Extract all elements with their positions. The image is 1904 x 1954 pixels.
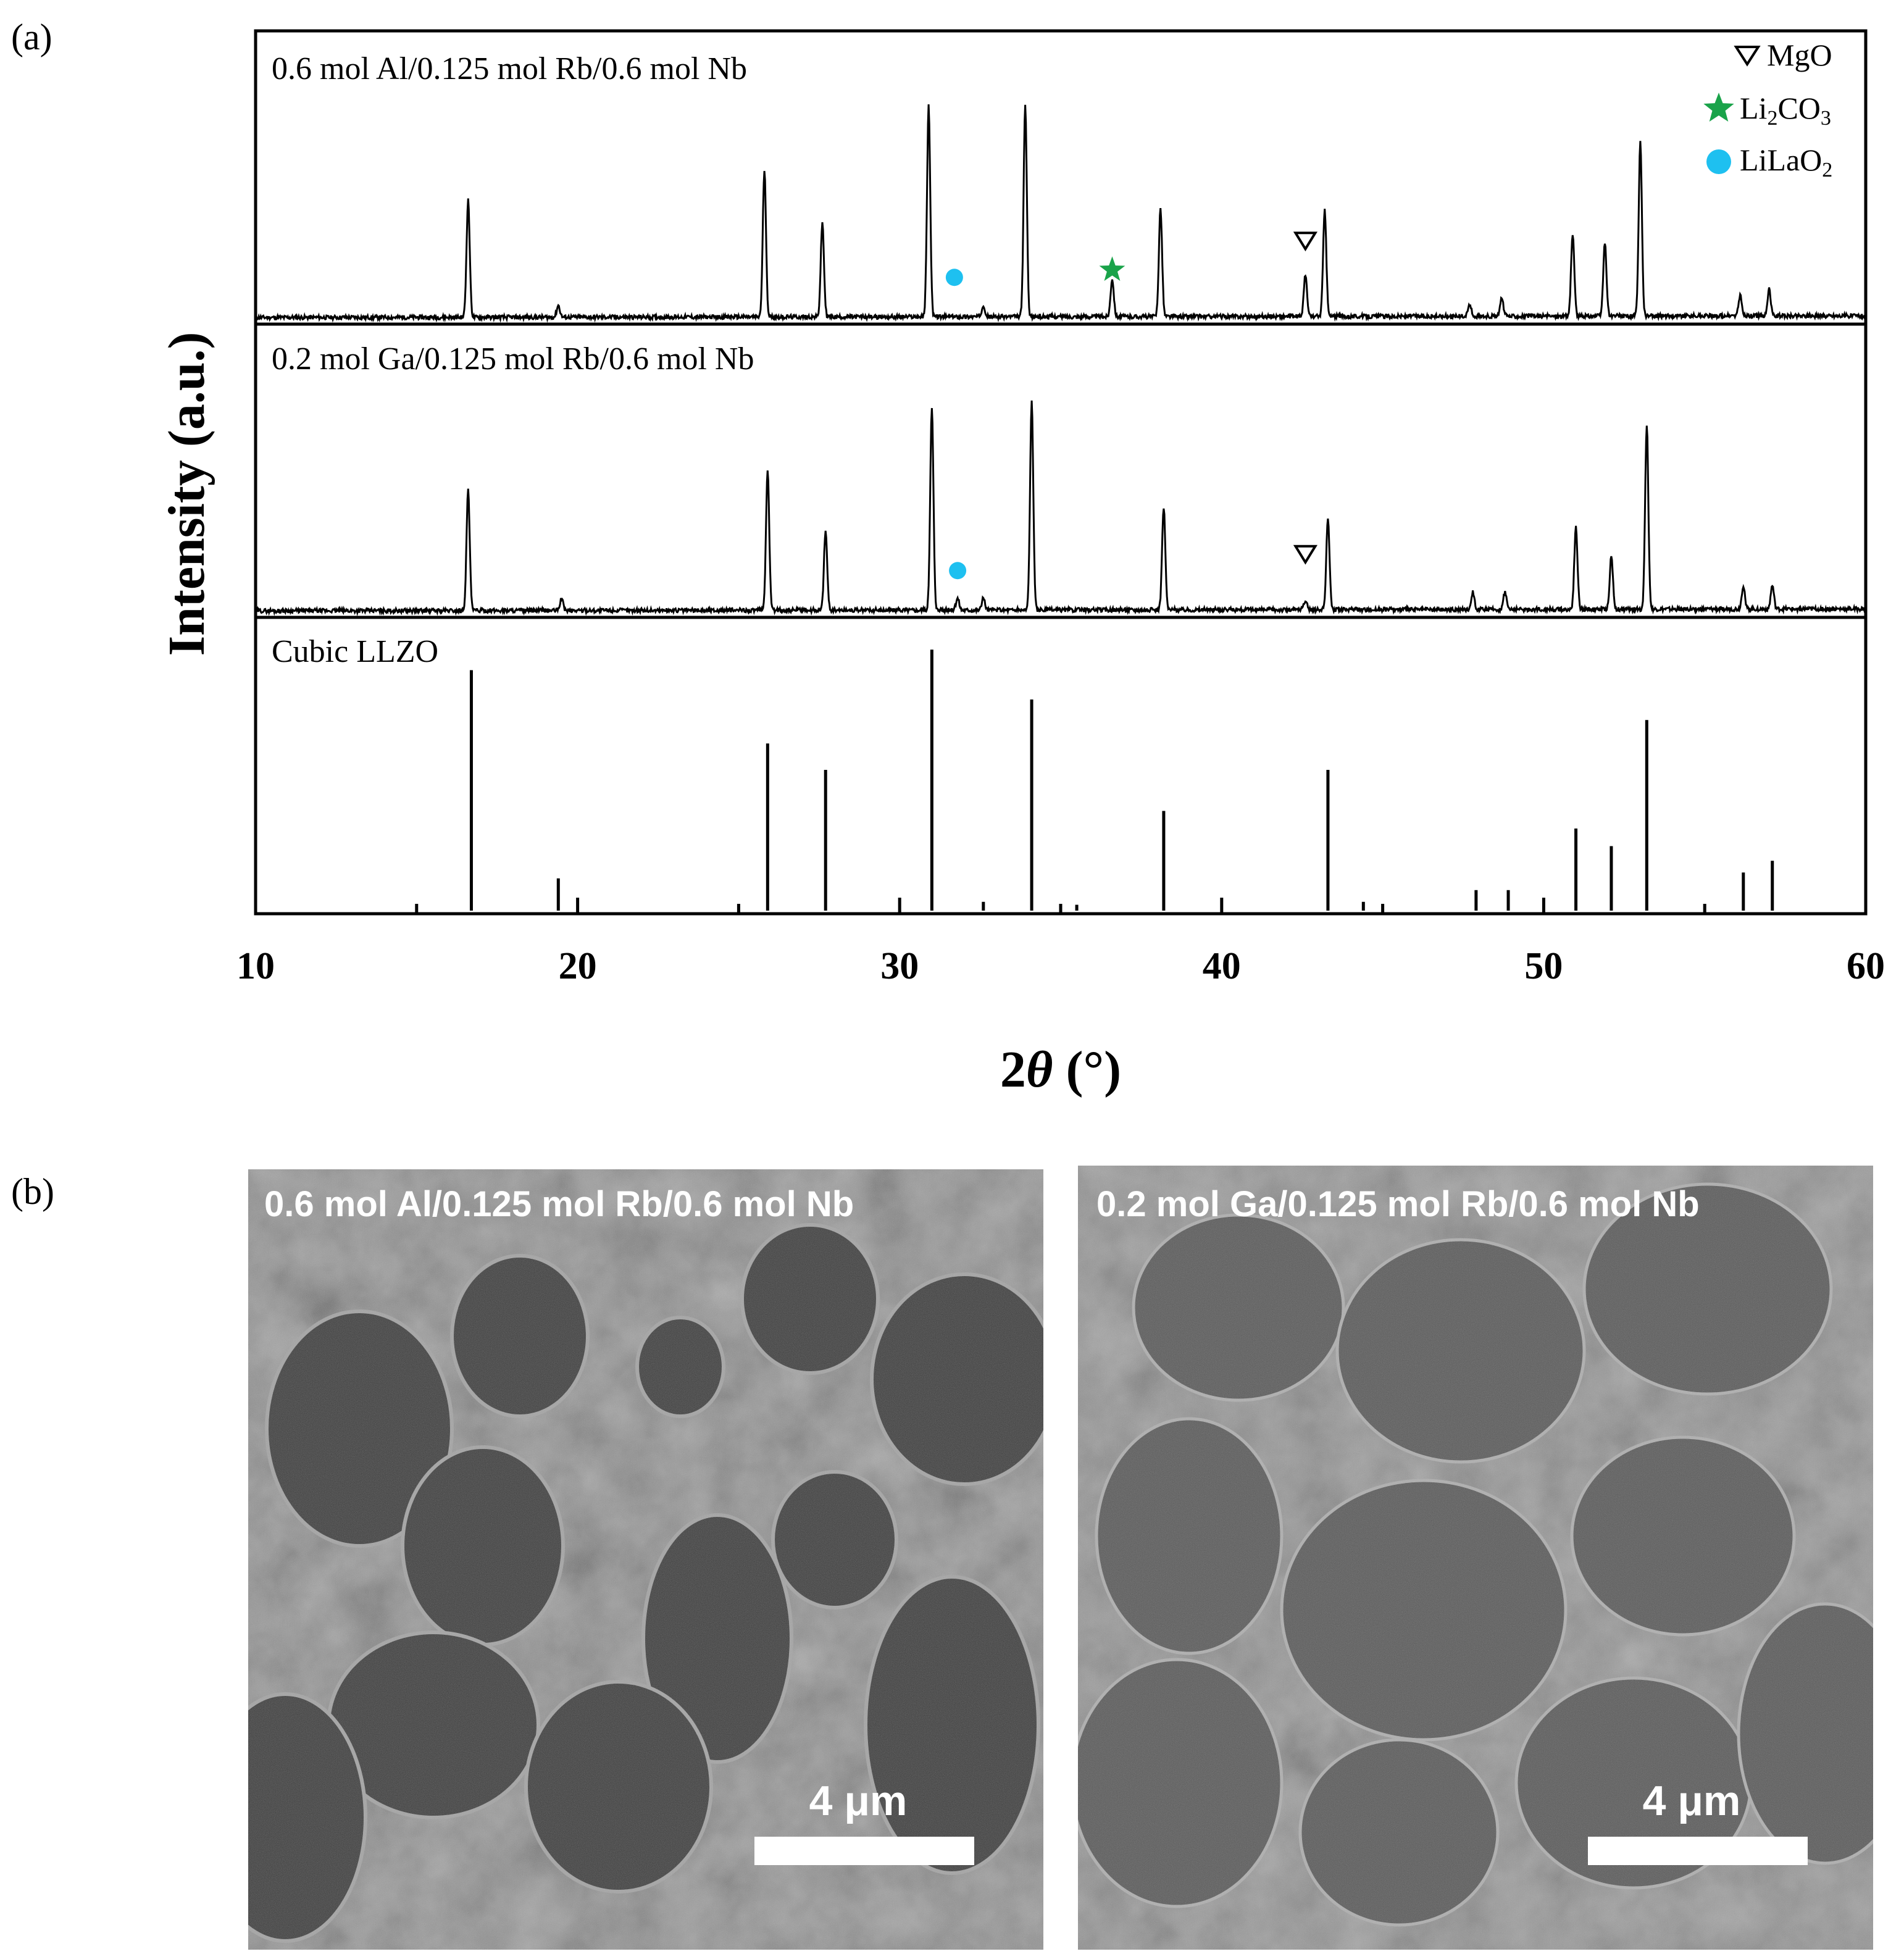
phase-markers bbox=[945, 232, 1317, 580]
trace-label-al: 0.6 mol Al/0.125 mol Rb/0.6 mol Nb bbox=[272, 51, 747, 86]
li2co3-marker bbox=[1099, 256, 1125, 281]
x-tick-label: 50 bbox=[1524, 945, 1563, 987]
sem-scale-bar-ga bbox=[1588, 1837, 1808, 1865]
sem-title-ga: 0.2 mol Ga/0.125 mol Rb/0.6 mol Nb bbox=[1096, 1184, 1700, 1224]
y-axis-title: Intensity (a.u.) bbox=[158, 332, 215, 656]
legend-label-li2co3: Li2CO3 bbox=[1740, 91, 1831, 130]
plot-frame bbox=[254, 29, 1868, 916]
sem-scale-bar-al bbox=[754, 1837, 974, 1865]
panel-b-label: (b) bbox=[11, 1171, 54, 1212]
circle-legend-icon bbox=[1706, 149, 1731, 174]
sem-scale-label-ga: 4 μm bbox=[1643, 1777, 1741, 1824]
x-axis-title: 2θ (°) bbox=[1000, 1041, 1121, 1098]
lilao2-marker bbox=[949, 562, 967, 580]
mgo-marker bbox=[1293, 232, 1317, 252]
lilao2-marker bbox=[945, 269, 963, 286]
x-tick-label: 30 bbox=[880, 945, 919, 987]
x-tick-label: 10 bbox=[236, 945, 275, 987]
mgo-legend-icon bbox=[1734, 46, 1761, 67]
sem-image-ga bbox=[1078, 1166, 1873, 1950]
star-legend-icon bbox=[1703, 93, 1734, 122]
x-tick-label: 20 bbox=[559, 945, 597, 987]
trace-al-rb-nb bbox=[254, 104, 1867, 323]
trace-label-cubic: Cubic LLZO bbox=[272, 634, 438, 669]
mgo-marker bbox=[1293, 545, 1317, 565]
sem-title-al: 0.6 mol Al/0.125 mol Rb/0.6 mol Nb bbox=[264, 1184, 854, 1224]
x-axis-ticks: 10 20 30 40 50 60 bbox=[236, 898, 1885, 987]
xrd-plot: 10 20 30 40 50 60 0.6 mol Al/0.125 mol Rb/0.6… bbox=[158, 29, 1885, 1098]
legend-label-lilao2: LiLaO2 bbox=[1740, 143, 1832, 182]
sem-image-al bbox=[248, 1169, 1043, 1950]
xrd-traces bbox=[254, 104, 1867, 911]
trace-label-ga: 0.2 mol Ga/0.125 mol Rb/0.6 mol Nb bbox=[272, 341, 754, 377]
x-tick-label: 40 bbox=[1203, 945, 1241, 987]
legend-label-mgo: MgO bbox=[1767, 38, 1832, 72]
legend: MgO Li2CO3 LiLaO2 bbox=[1703, 38, 1832, 182]
x-tick-label: 60 bbox=[1847, 945, 1885, 987]
panel-a-label: (a) bbox=[11, 17, 52, 57]
trace-ga-rb-nb bbox=[254, 400, 1866, 617]
sem-scale-label-al: 4 μm bbox=[809, 1777, 908, 1824]
